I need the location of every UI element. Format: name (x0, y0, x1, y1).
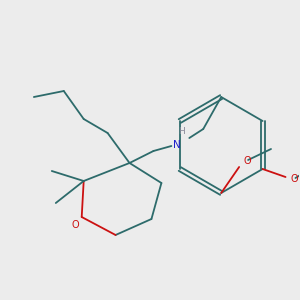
Text: N: N (173, 140, 181, 150)
Text: O: O (243, 156, 251, 166)
Text: O: O (290, 174, 298, 184)
Text: H: H (178, 127, 185, 136)
Text: O: O (72, 220, 80, 230)
